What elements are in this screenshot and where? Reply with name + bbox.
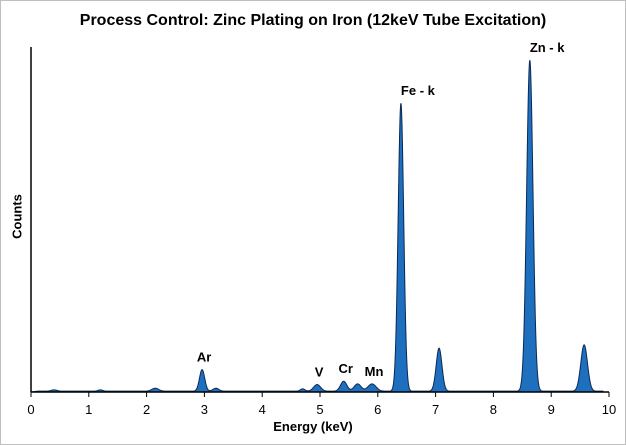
x-tick-label-6: 6	[374, 402, 381, 417]
peak-label-7: Cr	[338, 361, 352, 376]
x-axis-label: Energy (keV)	[273, 419, 353, 434]
peak-label-10: Fe - k	[401, 83, 436, 98]
chart-title: Process Control: Zinc Plating on Iron (1…	[79, 12, 547, 29]
x-tick-label-2: 2	[143, 402, 150, 417]
x-tick-label-5: 5	[316, 402, 323, 417]
x-tick-label-3: 3	[201, 402, 208, 417]
peak-label-6: V	[315, 365, 324, 380]
x-tick-label-8: 8	[490, 402, 497, 417]
x-tick-label-0: 0	[27, 402, 34, 417]
x-tick-label-1: 1	[85, 402, 92, 417]
spectrum-area	[30, 60, 604, 393]
x-tick-label-10: 10	[602, 402, 616, 417]
x-tick-label-9: 9	[548, 402, 555, 417]
peak-label-9: Mn	[365, 364, 384, 379]
x-tick-label-4: 4	[259, 402, 266, 417]
x-tick-label-7: 7	[432, 402, 439, 417]
peak-label-12: Zn - k	[530, 40, 565, 55]
peak-label-3: Ar	[197, 350, 211, 365]
